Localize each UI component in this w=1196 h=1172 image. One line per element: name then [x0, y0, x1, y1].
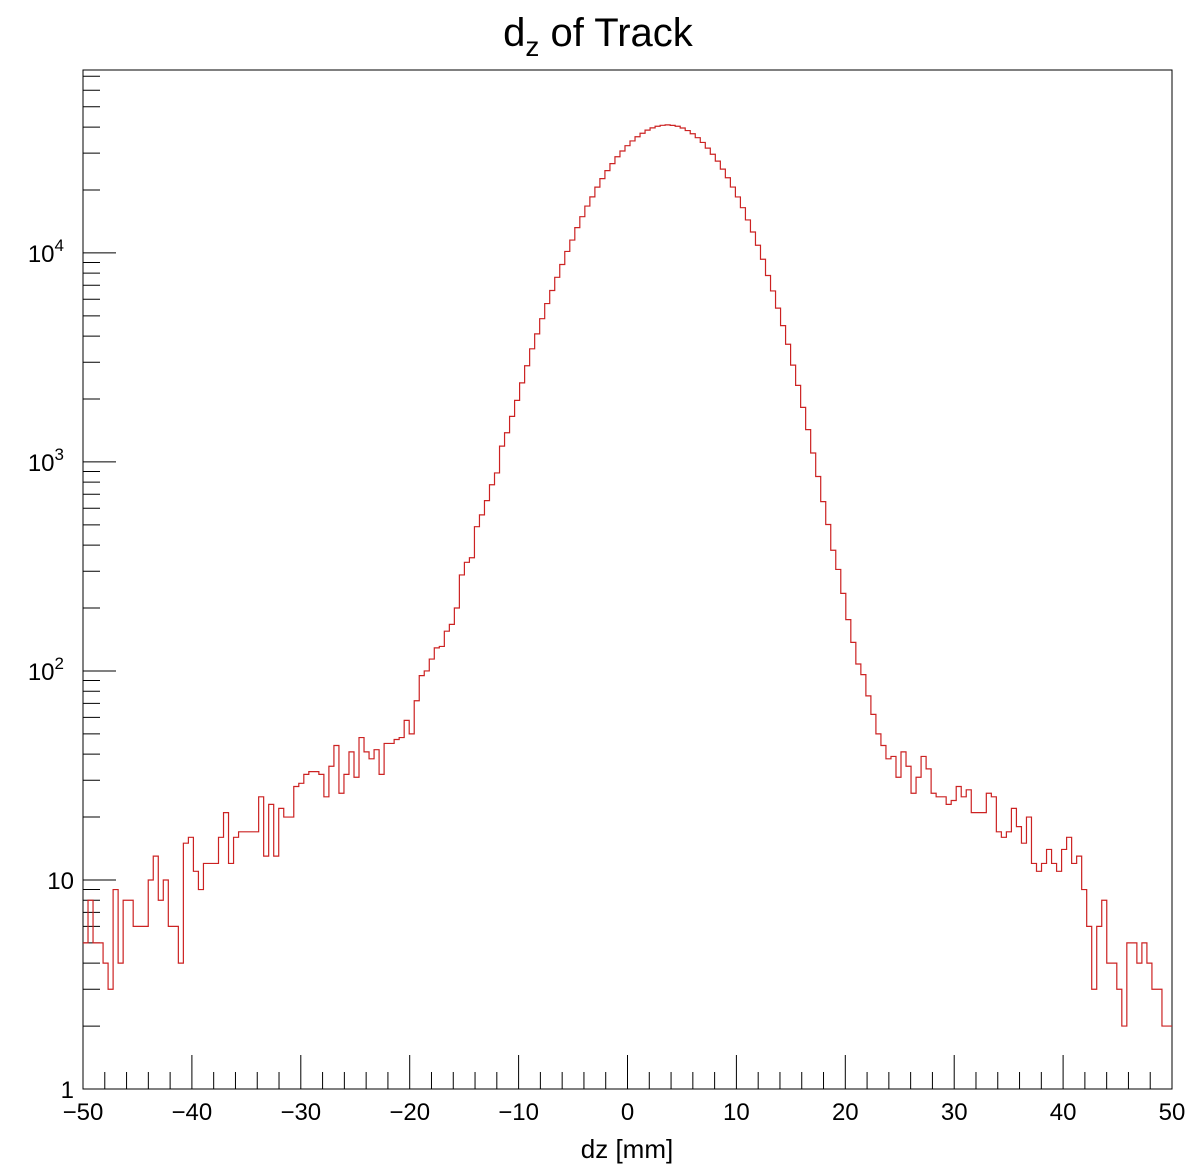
- x-axis-ticks: [82, 1055, 1173, 1089]
- y-tick-label: 102: [28, 654, 64, 686]
- y-axis-ticks: [83, 75, 116, 1090]
- x-tick-label: 30: [941, 1099, 968, 1126]
- x-tick-label: 0: [621, 1099, 634, 1126]
- x-tick-label: −10: [498, 1099, 539, 1126]
- x-tick-label: −30: [280, 1099, 321, 1126]
- histogram-series-line: [83, 124, 1172, 1027]
- y-tick-label: 1: [61, 1077, 74, 1104]
- x-tick-label: −40: [172, 1099, 213, 1126]
- y-tick-label: 103: [28, 445, 64, 477]
- chart-title: dz of Track: [503, 11, 694, 62]
- x-axis-tick-labels: −50 −40 −30 −20 −10 0 10 20 30 40 50: [63, 1099, 1186, 1126]
- y-tick-label: 10: [47, 868, 74, 895]
- x-tick-label: 50: [1159, 1099, 1186, 1126]
- x-tick-label: 10: [723, 1099, 750, 1126]
- x-tick-label: −50: [63, 1099, 104, 1126]
- x-axis-title: dz [mm]: [581, 1134, 673, 1164]
- x-tick-label: −20: [389, 1099, 430, 1126]
- y-tick-label: 104: [28, 236, 64, 268]
- plot-area: [82, 69, 1173, 1090]
- x-tick-label: 20: [832, 1099, 859, 1126]
- x-tick-label: 40: [1050, 1099, 1077, 1126]
- y-axis-tick-labels: 1 10 102 103 104: [28, 236, 74, 1104]
